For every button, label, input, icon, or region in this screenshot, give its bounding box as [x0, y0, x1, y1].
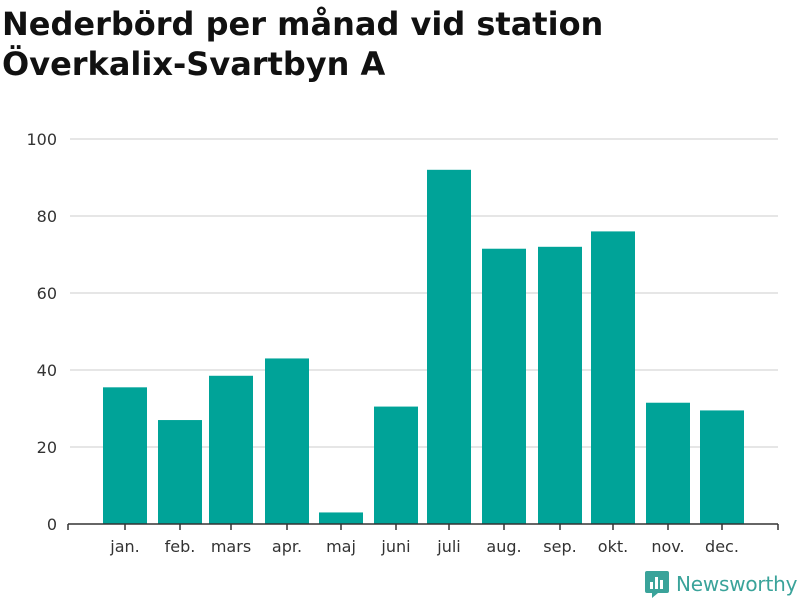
chart-title-line-2: Överkalix-Svartbyn A	[2, 45, 386, 83]
bar-nov	[646, 402, 690, 524]
newsworthy-logo: Newsworthy	[644, 569, 797, 599]
bar-apr	[265, 358, 309, 524]
chart-title-line-1: Nederbörd per månad vid station	[2, 5, 604, 43]
y-tick-label: 100	[26, 130, 57, 149]
y-tick-label: 0	[47, 515, 57, 534]
bar-sep	[538, 246, 582, 525]
x-tick-label: juli	[436, 537, 460, 556]
bars	[103, 169, 744, 525]
x-tick-label: maj	[326, 537, 356, 556]
bar-jan	[103, 387, 147, 524]
bar-feb	[158, 420, 202, 524]
bar-mars	[209, 375, 253, 524]
y-tick-label: 60	[37, 284, 57, 303]
y-axis: 0 20 40 60 80 100	[26, 130, 57, 534]
newsworthy-logo-text: Newsworthy	[676, 572, 798, 596]
x-tick-label: juni	[380, 537, 410, 556]
bar-okt	[591, 231, 635, 524]
chart-title: Nederbörd per månad vid station Överkali…	[2, 4, 702, 84]
bar-juli	[427, 169, 471, 525]
bar-dec	[700, 410, 744, 524]
x-tick-label: dec.	[705, 537, 739, 556]
y-tick-label: 80	[37, 207, 57, 226]
bar-maj	[319, 512, 363, 524]
x-tick-label: apr.	[272, 537, 302, 556]
bar-juni	[374, 406, 418, 524]
bar-aug	[482, 248, 526, 524]
newsworthy-logo-icon	[645, 571, 669, 598]
x-tick-label: okt.	[598, 537, 628, 556]
x-axis: jan. feb. mars apr. maj juni juli aug. sep. okt. n…	[67, 523, 779, 556]
x-tick-label: nov.	[651, 537, 684, 556]
y-tick-label: 40	[37, 361, 57, 380]
grid-lines	[70, 138, 778, 448]
x-tick-label: mars	[211, 537, 251, 556]
y-tick-label: 20	[37, 438, 57, 457]
x-tick-label: sep.	[543, 537, 576, 556]
x-tick-label: feb.	[165, 537, 196, 556]
x-tick-label: jan.	[109, 537, 139, 556]
x-tick-label: aug.	[486, 537, 521, 556]
